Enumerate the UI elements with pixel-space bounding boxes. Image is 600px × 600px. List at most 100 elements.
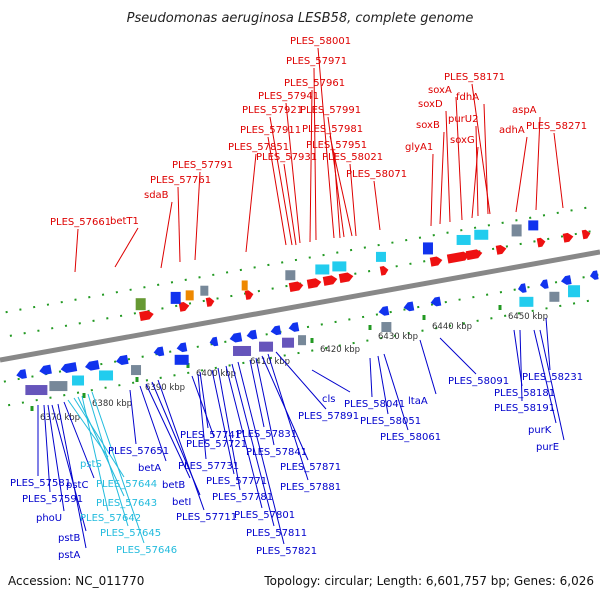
gene-label: PLES_57851 xyxy=(228,142,289,153)
gene-label: soxD xyxy=(418,99,443,110)
feature-box xyxy=(332,261,347,272)
gene-label: PLES_57931 xyxy=(256,152,317,163)
gene-leader-line xyxy=(139,385,167,462)
gene-leader-line xyxy=(535,116,541,211)
gene-leader-line xyxy=(333,151,341,239)
gene-label: PLES_58171 xyxy=(444,72,505,83)
gene-leader-line xyxy=(63,401,95,479)
gene-leader-line xyxy=(419,339,437,395)
gene-leader-line xyxy=(269,116,293,246)
gene-leader-line xyxy=(249,359,265,428)
gene-leader-line xyxy=(245,153,257,253)
gene-arrow xyxy=(178,302,190,312)
gene-arrow xyxy=(581,229,591,240)
gene-leader-line xyxy=(129,389,137,445)
gene-leader-line xyxy=(515,136,528,213)
gene-leader-line xyxy=(283,163,297,246)
gene-label: PLES_57581 xyxy=(10,478,71,489)
gene-label: betI xyxy=(172,497,191,508)
gene-label: PLES_57831 xyxy=(236,429,297,440)
gene-leader-line xyxy=(231,363,275,527)
gene-label: PLES_57891 xyxy=(298,411,359,422)
gene-label: betT1 xyxy=(110,216,139,227)
gene-label: PLES_57971 xyxy=(286,56,347,67)
gene-arrow xyxy=(322,275,338,286)
gene-arrow xyxy=(229,332,243,343)
gene-label: PLES_57731 xyxy=(178,461,239,472)
gene-label: PLES_57591 xyxy=(22,494,83,505)
gene-label: PLES_58041 xyxy=(344,399,405,410)
gene-label: aspA xyxy=(512,105,537,116)
feature-box xyxy=(135,298,146,311)
gene-leader-line xyxy=(519,329,523,402)
gene-arrow xyxy=(536,237,546,248)
gene-label: PLES_57921 xyxy=(242,105,303,116)
gene-arrow xyxy=(153,346,165,357)
gene-leader-line xyxy=(160,201,173,269)
gene-leader-line xyxy=(114,227,139,268)
gene-leader-line xyxy=(313,67,317,241)
feature-box xyxy=(99,370,114,381)
feature-box xyxy=(422,242,433,255)
gene-label: PLES_57841 xyxy=(246,447,307,458)
gene-leader-line xyxy=(211,369,235,475)
gene-leader-line xyxy=(197,373,207,460)
gene-label: PLES_57642 xyxy=(80,513,141,524)
feature-box xyxy=(315,264,330,275)
feature-box xyxy=(298,335,307,346)
gene-arrow xyxy=(430,296,442,307)
gene-arrow xyxy=(517,283,527,293)
gene-leader-line xyxy=(217,367,241,491)
gene-label: PLES_57981 xyxy=(302,124,363,135)
feature-box xyxy=(519,296,534,307)
gene-leader-line xyxy=(191,375,215,438)
gene-label: fdhA xyxy=(456,92,479,103)
gene-label: PLES_58051 xyxy=(360,416,421,427)
gene-label: phoU xyxy=(36,513,62,524)
gene-arrow xyxy=(288,322,300,332)
gene-label: PLES_57881 xyxy=(280,482,341,493)
kbp-tick-label: 6430 kbp xyxy=(378,332,418,342)
gene-leader-line xyxy=(439,131,445,225)
gene-leader-line xyxy=(47,404,65,512)
gene-label: betB xyxy=(162,480,185,491)
gene-label: PLES_57781 xyxy=(212,492,273,503)
gene-label: PLES_57644 xyxy=(96,479,157,490)
gene-leader-line xyxy=(285,102,301,244)
feature-box xyxy=(200,285,209,296)
gene-label: PLES_57741 xyxy=(180,430,241,441)
gene-label: cls xyxy=(322,394,336,405)
gene-leader-line xyxy=(267,353,309,481)
kbp-tick-label: 6420 kbp xyxy=(320,345,360,355)
gene-label: PLES_57871 xyxy=(280,462,341,473)
feature-box xyxy=(456,234,471,245)
map-title: Pseudomonas aeruginosa LESB58, complete … xyxy=(127,11,474,26)
feature-box xyxy=(375,251,386,262)
gene-label: pstA xyxy=(58,550,80,561)
gene-arrow xyxy=(115,354,129,366)
gene-label: pstB xyxy=(58,533,80,544)
gene-leader-line xyxy=(309,89,313,243)
gene-label: PLES_57991 xyxy=(300,105,361,116)
gene-arrow xyxy=(209,336,219,347)
genome-axis xyxy=(0,249,600,363)
gene-arrow xyxy=(205,297,215,307)
gene-label: pstC xyxy=(66,480,88,491)
gene-leader-line xyxy=(255,357,275,446)
gene-leader-line xyxy=(74,228,79,273)
gene-leader-line xyxy=(455,96,463,221)
gene-label: PLES_57821 xyxy=(256,546,317,557)
feature-box xyxy=(72,375,85,386)
gene-label: PLES_57801 xyxy=(234,510,295,521)
gene-leader-line xyxy=(475,125,479,217)
feature-box xyxy=(241,280,248,291)
gene-label: PLES_58061 xyxy=(380,432,441,443)
feature-box xyxy=(233,345,252,356)
gene-label: PLES_58091 xyxy=(448,376,509,387)
kbp-tick-label: 6450 kbp xyxy=(508,312,548,322)
gene-label: adhA xyxy=(499,125,525,136)
gene-leader-line xyxy=(275,351,327,410)
gene-arrow xyxy=(288,281,304,292)
